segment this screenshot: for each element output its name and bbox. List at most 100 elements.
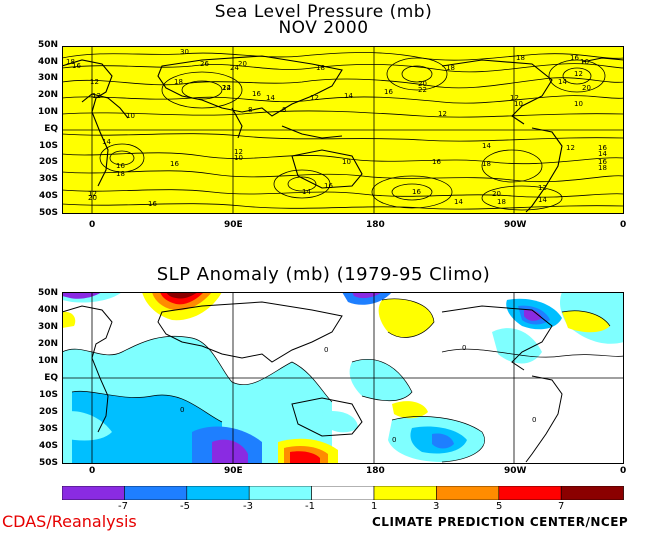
colorbar-swatch — [498, 486, 562, 500]
contour-label: 20 — [238, 60, 247, 68]
colorbar-tick: 3 — [433, 501, 440, 512]
contour-label: 0 — [462, 344, 466, 352]
contour-label: 14 — [482, 142, 491, 150]
anomaly-fills — [62, 292, 624, 464]
contour-label: 12 — [90, 78, 99, 86]
contour-label: 14 — [538, 196, 547, 204]
contour-label: 18 — [482, 160, 491, 168]
contour-label: 16 — [252, 90, 261, 98]
slp-frame — [62, 46, 624, 214]
colorbar-tick: 5 — [496, 501, 503, 512]
contour-label: 16 — [170, 160, 179, 168]
contour-label: 20 — [492, 190, 501, 198]
contour-label: 14 — [302, 188, 311, 196]
colorbar-tick: 1 — [371, 501, 378, 512]
contour-label: 16 — [384, 88, 393, 96]
agency-credit: CLIMATE PREDICTION CENTER/NCEP — [372, 515, 629, 529]
colorbar-tick: -1 — [305, 501, 315, 512]
contour-label: 12 — [438, 110, 447, 118]
contour-label: 26 — [200, 60, 209, 68]
slp-contour-labels: 18 16 30 26 24 22 20 18 14 12 10 8 14 16… — [66, 48, 607, 208]
contour-label: 10 — [234, 154, 243, 162]
colorbar-swatch — [436, 486, 500, 500]
contour-label: 12 — [234, 148, 243, 156]
contour-label: 14 — [598, 150, 607, 158]
contour-label: 16 — [598, 144, 607, 152]
lat-label: EQ — [44, 373, 58, 383]
lon-label: 90E — [224, 220, 243, 230]
colorbar-swatch — [186, 486, 250, 500]
colorbar-tick: -5 — [180, 501, 190, 512]
lat-label: 50N — [37, 40, 58, 50]
lat-label: 20N — [37, 90, 58, 100]
lat-label: 30S — [38, 174, 58, 184]
colorbar-swatch — [248, 486, 312, 500]
contour-label: 10 — [574, 100, 583, 108]
lat-label: 20S — [38, 407, 58, 417]
lat-label: 30N — [37, 73, 58, 83]
lat-label: 20S — [38, 157, 58, 167]
lat-label: 30S — [38, 424, 58, 434]
colorbar-swatch — [560, 486, 624, 500]
contour-label: 12 — [574, 70, 583, 78]
contour-label: 18 — [497, 198, 506, 206]
slp-grid — [62, 46, 624, 214]
contour-label: 16 — [72, 62, 81, 70]
colorbar-swatch — [62, 486, 125, 500]
contour-label: 18 — [446, 64, 455, 72]
lat-label: EQ — [44, 124, 58, 134]
contour-label: 12 — [510, 94, 519, 102]
contour-label: 12 — [310, 94, 319, 102]
contour-label: 12 — [92, 92, 101, 100]
contour-label: 8 — [282, 106, 286, 114]
lon-label: 0 — [620, 466, 627, 476]
contour-label: 14 — [344, 92, 353, 100]
contour-label: 16 — [412, 188, 421, 196]
lat-label: 40S — [38, 191, 58, 201]
contour-label: 14 — [222, 84, 231, 92]
contour-label: 16 — [598, 158, 607, 166]
contour-label: 22 — [222, 84, 231, 92]
slp-map: 18 16 30 26 24 22 20 18 14 12 10 8 14 16… — [62, 46, 624, 214]
lat-label: 10S — [38, 390, 58, 400]
lat-label: 30N — [37, 322, 58, 332]
contour-label: 14 — [558, 78, 567, 86]
slp-anomaly-map: 0 0 0 0 0 — [62, 292, 624, 464]
contour-label: 20 — [582, 84, 591, 92]
contour-label: 18 — [66, 58, 75, 66]
lon-label: 0 — [89, 220, 96, 230]
panel1-subtitle: NOV 2000 — [278, 18, 369, 38]
contour-label: 20 — [88, 194, 97, 202]
contour-label: 12 — [88, 190, 97, 198]
lat-label: 10N — [37, 107, 58, 117]
lon-label: 0 — [89, 466, 96, 476]
contour-label: 14 — [454, 198, 463, 206]
contour-label: 22 — [418, 86, 427, 94]
contour-label: 20 — [418, 80, 427, 88]
lon-label: 90W — [504, 220, 527, 230]
colorbar-swatch — [373, 486, 437, 500]
contour-label: 18 — [598, 164, 607, 172]
contour-label: 16 — [324, 182, 333, 190]
contour-label: 24 — [230, 64, 239, 72]
slp-contours — [62, 52, 624, 211]
colorbar-swatch — [124, 486, 188, 500]
colorbar-tick: -7 — [118, 501, 128, 512]
anomaly-contour-labels: 0 0 0 0 0 — [180, 344, 536, 444]
lon-label: 0 — [620, 220, 627, 230]
panel2-title: SLP Anomaly (mb) (1979-95 Climo) — [156, 264, 491, 285]
anomaly-frame — [62, 292, 624, 464]
contour-label: 0 — [392, 436, 396, 444]
lat-label: 10N — [37, 356, 58, 366]
contour-label: 18 — [316, 64, 325, 72]
contour-label: 30 — [180, 48, 189, 56]
colorbar-tick: -3 — [243, 501, 253, 512]
lon-label: 90E — [224, 466, 243, 476]
lat-label: 20N — [37, 339, 58, 349]
lat-label: 40S — [38, 441, 58, 451]
contour-label: 16 — [580, 58, 589, 66]
contour-label: 14 — [266, 94, 275, 102]
contour-label: 0 — [324, 346, 328, 354]
contour-label: 18 — [174, 78, 183, 86]
lat-label: 50N — [37, 288, 58, 298]
